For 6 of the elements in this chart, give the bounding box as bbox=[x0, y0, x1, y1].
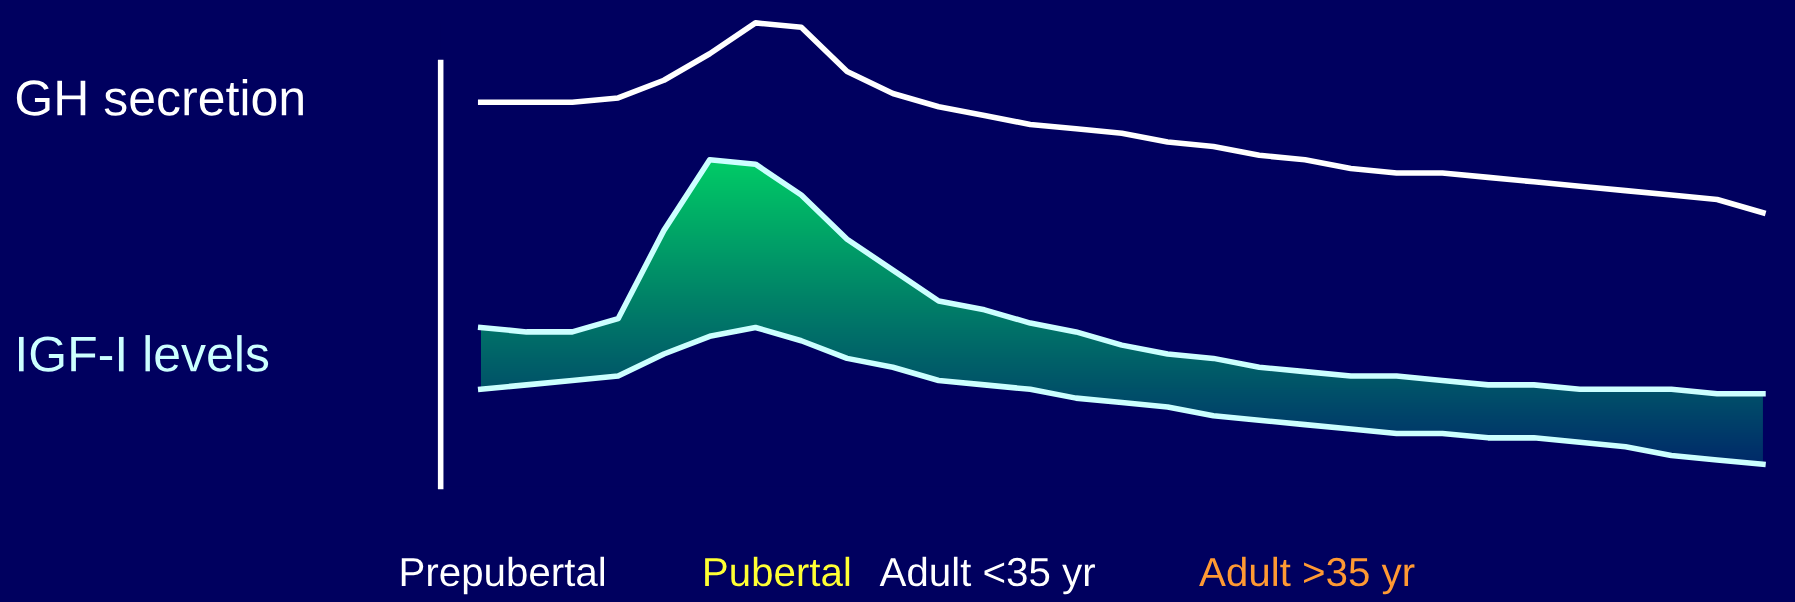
text: Pubertal bbox=[705, 556, 850, 587]
text: Adult >35 yr bbox=[1199, 556, 1415, 595]
text: GH secretion bbox=[16, 79, 303, 116]
text: IGF-I levels bbox=[18, 335, 269, 372]
text: Adult <35 yr bbox=[879, 556, 1095, 595]
text: Prepubertal bbox=[401, 556, 605, 595]
